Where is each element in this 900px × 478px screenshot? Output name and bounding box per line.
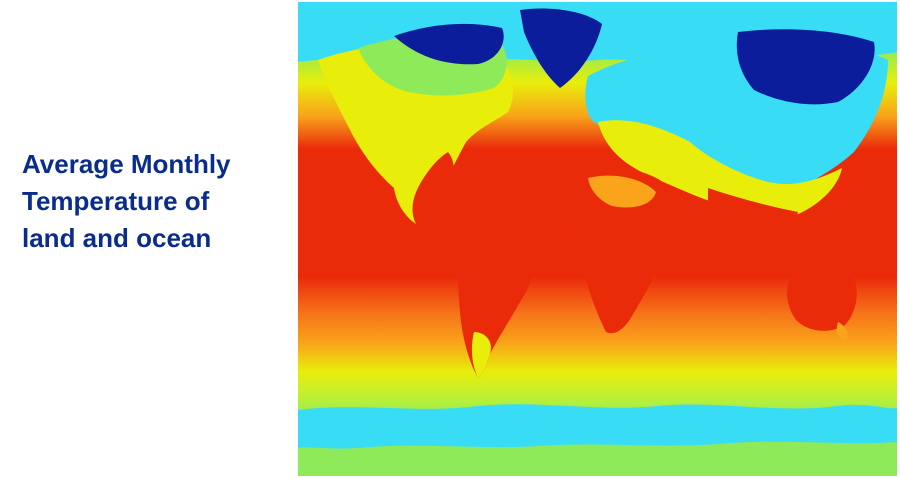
- antarctic-coast-region: [298, 404, 897, 449]
- title-line-2: Temperature of: [22, 186, 210, 216]
- eurasia-landmass: [585, 29, 888, 246]
- southeast-asia-islands: [782, 232, 856, 255]
- page-title: Average Monthly Temperature of land and …: [22, 146, 292, 257]
- greenland-landmass: [520, 8, 602, 89]
- africa-landmass: [572, 167, 676, 334]
- title-line-3: land and ocean: [22, 223, 212, 253]
- title-line-1: Average Monthly: [22, 149, 231, 179]
- south-america-landmass: [458, 233, 534, 378]
- temperature-map: [298, 2, 897, 476]
- north-america-landmass: [318, 23, 514, 224]
- australia-landmass: [787, 269, 857, 340]
- temperature-map-svg: [298, 2, 897, 476]
